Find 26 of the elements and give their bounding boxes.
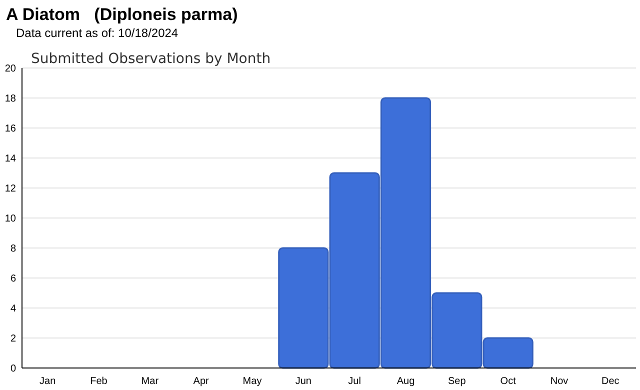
y-tick-label: 4 [10, 304, 16, 314]
x-tick-label: Jun [295, 376, 312, 387]
x-tick-label: Jan [40, 376, 56, 387]
y-tick-label: 2 [10, 334, 16, 344]
chart-subtitle: Submitted Observations by Month [31, 51, 271, 67]
y-tick-label: 20 [4, 64, 16, 74]
x-tick-label: Mar [141, 376, 160, 387]
y-tick-label: 8 [10, 244, 16, 254]
y-tick-label: 14 [4, 154, 16, 164]
y-tick-label: 10 [4, 214, 16, 224]
x-tick-label: Oct [500, 376, 516, 387]
x-tick-label: Feb [90, 376, 108, 387]
y-tick-label: 0 [10, 364, 16, 374]
y-tick-label: 16 [4, 124, 16, 134]
text: Data current as of: 10/18/2024 [16, 26, 178, 40]
x-tick-label: Dec [602, 376, 620, 387]
y-tick-label: 6 [10, 274, 16, 284]
x-tick-label: May [242, 376, 262, 387]
x-tick-label: Sep [448, 376, 466, 387]
y-tick-label: 12 [4, 184, 16, 194]
x-tick-label: Nov [550, 376, 568, 387]
x-tick-label: Aug [396, 376, 415, 387]
x-tick-label: Apr [193, 376, 210, 387]
x-tick-label: Jul [348, 376, 361, 387]
y-tick-label: 18 [4, 94, 16, 104]
chart-title: A Diatom (Diploneis parma) [6, 5, 238, 24]
